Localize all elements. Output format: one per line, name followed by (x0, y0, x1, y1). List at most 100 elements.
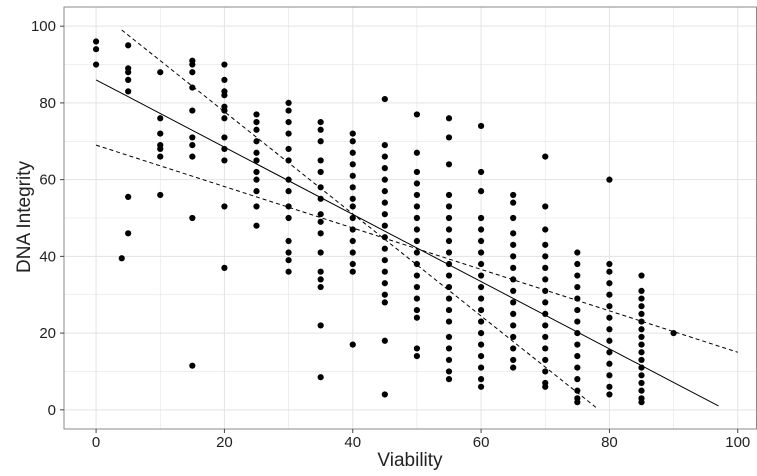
data-point (382, 269, 388, 275)
data-point (638, 311, 644, 317)
data-point (350, 131, 356, 137)
data-point (478, 272, 484, 278)
data-point (285, 188, 291, 194)
data-point (125, 230, 131, 236)
data-point (606, 315, 612, 321)
data-point (350, 215, 356, 221)
data-point (446, 115, 452, 121)
data-point (510, 311, 516, 317)
data-point (574, 376, 580, 382)
data-point (350, 173, 356, 179)
data-point (606, 177, 612, 183)
data-point (414, 295, 420, 301)
data-point (510, 276, 516, 282)
data-point (542, 345, 548, 351)
data-point (318, 196, 324, 202)
data-point (446, 238, 452, 244)
data-point (93, 46, 99, 52)
data-point (446, 318, 452, 324)
data-point (574, 284, 580, 290)
data-point (318, 269, 324, 275)
data-point (510, 192, 516, 198)
data-point (638, 342, 644, 348)
data-point (542, 265, 548, 271)
data-point (606, 372, 612, 378)
data-point (478, 342, 484, 348)
data-point (446, 284, 452, 290)
data-point (253, 150, 259, 156)
data-point (285, 157, 291, 163)
data-point (638, 334, 644, 340)
data-point (382, 154, 388, 160)
data-point (318, 119, 324, 125)
data-point (382, 280, 388, 286)
y-tick-label: 20 (39, 325, 56, 342)
data-point (638, 365, 644, 371)
data-point (414, 169, 420, 175)
data-point (574, 295, 580, 301)
x-tick-label: 60 (473, 434, 490, 451)
data-point (157, 69, 163, 75)
data-point (574, 318, 580, 324)
data-point (157, 146, 163, 152)
data-point (574, 272, 580, 278)
data-point (542, 226, 548, 232)
data-point (350, 269, 356, 275)
x-axis-title: Viability (377, 450, 443, 471)
data-point (221, 134, 227, 140)
data-point (318, 184, 324, 190)
data-point (382, 257, 388, 263)
data-point (414, 261, 420, 267)
data-point (606, 361, 612, 367)
data-point (414, 353, 420, 359)
data-point (189, 134, 195, 140)
data-point (285, 100, 291, 106)
data-point (285, 131, 291, 137)
data-point (478, 215, 484, 221)
data-point (446, 376, 452, 382)
data-point (253, 119, 259, 125)
data-point (574, 342, 580, 348)
data-point (414, 180, 420, 186)
data-point (606, 280, 612, 286)
data-point (382, 96, 388, 102)
data-point (318, 138, 324, 144)
data-point (221, 107, 227, 113)
data-point (253, 203, 259, 209)
data-point (606, 303, 612, 309)
data-point (221, 146, 227, 152)
data-point (253, 111, 259, 117)
data-point (382, 338, 388, 344)
data-point (510, 334, 516, 340)
data-point (414, 203, 420, 209)
data-point (414, 284, 420, 290)
y-tick-label: 80 (39, 95, 56, 112)
data-point (478, 238, 484, 244)
data-point (414, 272, 420, 278)
data-point (574, 365, 580, 371)
data-point (221, 115, 227, 121)
data-point (446, 161, 452, 167)
data-point (478, 353, 484, 359)
data-point (382, 234, 388, 240)
data-point (318, 211, 324, 217)
data-point (285, 146, 291, 152)
data-point (510, 322, 516, 328)
data-point (285, 177, 291, 183)
data-point (606, 391, 612, 397)
data-point (414, 315, 420, 321)
data-point (285, 107, 291, 113)
data-point (414, 249, 420, 255)
data-point (542, 253, 548, 259)
data-point (318, 219, 324, 225)
data-point (350, 184, 356, 190)
data-point (510, 242, 516, 248)
data-point (350, 261, 356, 267)
data-point (638, 288, 644, 294)
data-point (606, 349, 612, 355)
data-point (542, 334, 548, 340)
y-tick-label: 60 (39, 172, 56, 189)
data-point (638, 388, 644, 394)
data-point (221, 157, 227, 163)
data-point (221, 265, 227, 271)
